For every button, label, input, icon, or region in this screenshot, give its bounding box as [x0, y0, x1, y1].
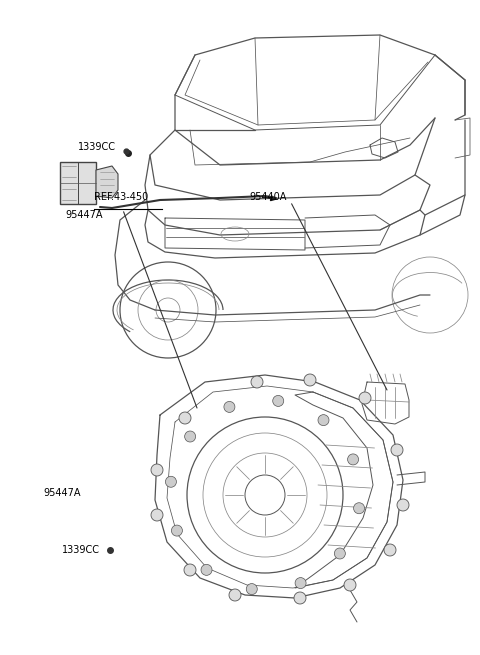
- Circle shape: [171, 525, 182, 536]
- Circle shape: [295, 578, 306, 589]
- Circle shape: [354, 503, 365, 514]
- Circle shape: [185, 431, 196, 442]
- Circle shape: [251, 376, 263, 388]
- Text: REF.43-450: REF.43-450: [94, 192, 148, 202]
- Circle shape: [391, 444, 403, 456]
- Circle shape: [184, 564, 196, 576]
- Circle shape: [384, 544, 396, 556]
- Text: 1339CC: 1339CC: [78, 142, 116, 152]
- Circle shape: [359, 392, 371, 404]
- Circle shape: [179, 412, 191, 424]
- Text: 95447A: 95447A: [43, 489, 81, 498]
- Circle shape: [348, 454, 359, 465]
- Text: 95447A: 95447A: [65, 210, 103, 220]
- Circle shape: [151, 509, 163, 521]
- Circle shape: [344, 579, 356, 591]
- Circle shape: [151, 464, 163, 476]
- Circle shape: [318, 415, 329, 426]
- Circle shape: [201, 565, 212, 575]
- Circle shape: [273, 396, 284, 406]
- Circle shape: [229, 589, 241, 601]
- Circle shape: [224, 402, 235, 413]
- Text: 1339CC: 1339CC: [62, 546, 100, 555]
- Polygon shape: [96, 166, 118, 198]
- Text: 95440A: 95440A: [250, 192, 287, 202]
- Circle shape: [246, 584, 257, 595]
- Circle shape: [335, 548, 346, 559]
- Bar: [60, 162, 96, 204]
- Circle shape: [166, 476, 177, 487]
- Circle shape: [304, 374, 316, 386]
- Circle shape: [397, 499, 409, 511]
- Circle shape: [294, 592, 306, 604]
